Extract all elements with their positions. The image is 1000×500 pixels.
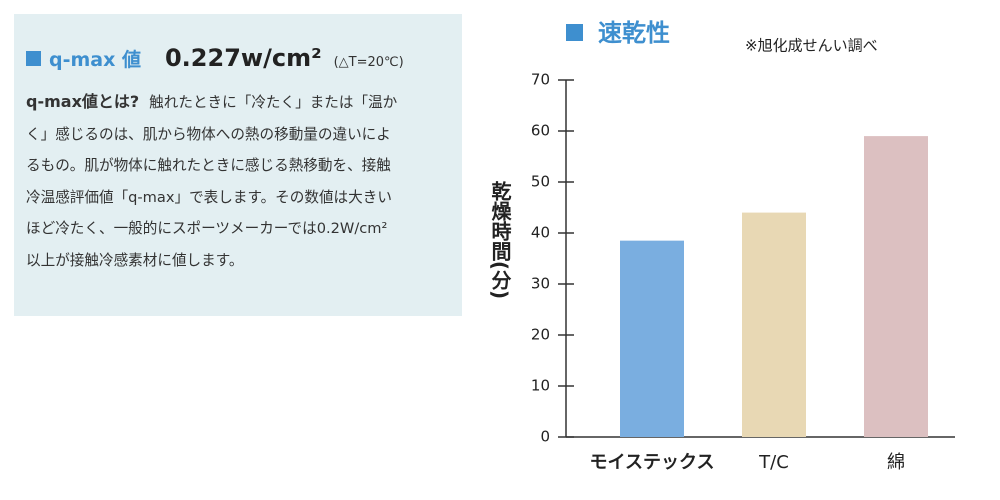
heading-value: 0.227w/cm²: [164, 44, 322, 72]
chart-note: ※旭化成せんい調べ: [745, 37, 878, 55]
x-tick-label: 綿: [887, 452, 905, 473]
y-tick-label: 20: [531, 326, 550, 344]
x-tick-label: モイステックス: [590, 452, 715, 473]
y-tick-label: 60: [531, 122, 550, 140]
body-line: ほど冷たく、一般的にスポーツメーカーでは0.2W/cm²: [26, 220, 388, 237]
heading-condition: (△T=20℃): [333, 55, 404, 70]
y-tick-label: 10: [531, 377, 550, 395]
chart-title: 速乾性: [598, 19, 670, 47]
body-line: 以上が接触冷感素材に値します。: [26, 251, 244, 269]
body-line: q-max値とは? 触れたときに「冷たく」または「温か: [26, 86, 462, 119]
body-text: 触れたときに「冷たく」または「温か: [149, 94, 398, 111]
body-line: く」感じるのは、肌から物体への熱の移動量の違いによ: [26, 125, 391, 143]
panel-heading: q-max 値 0.227w/cm² (△T=20℃): [26, 44, 462, 72]
bar: [864, 136, 928, 437]
y-tick-label: 40: [531, 224, 550, 242]
bar: [620, 240, 684, 437]
y-tick-label: 50: [531, 173, 550, 191]
y-tick-label: 70: [531, 71, 550, 89]
info-panel: q-max 値 0.227w/cm² (△T=20℃) q-max値とは? 触れた…: [14, 14, 462, 316]
heading-marker: [26, 51, 41, 66]
bar: [742, 212, 806, 437]
x-tick-label: T/C: [758, 452, 789, 473]
panel-body: q-max値とは? 触れたときに「冷たく」または「温か く」感じるのは、肌から物体…: [26, 86, 462, 276]
heading-label: q-max 値: [49, 49, 141, 71]
body-line: るもの。肌が物体に触れたときに感じる熱移動を、接触: [26, 157, 391, 174]
y-tick-label: 30: [531, 275, 550, 293]
title-marker: [566, 24, 583, 41]
body-lead: q-max値とは?: [26, 92, 140, 111]
y-axis-label: 乾燥時間(分): [488, 179, 512, 299]
body-line: 冷温感評価値「q-max」で表します。その数値は大きい: [26, 188, 392, 206]
y-tick-label: 0: [540, 428, 550, 446]
